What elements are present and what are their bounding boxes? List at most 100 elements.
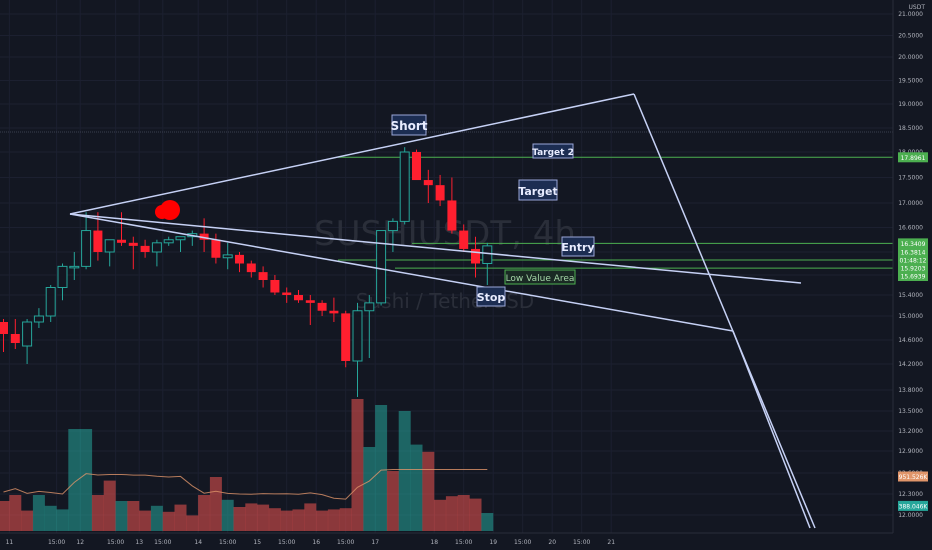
- candle-up: [22, 319, 33, 364]
- volume-bar: [56, 509, 69, 531]
- candle-layer: [0, 147, 493, 397]
- candle-down: [305, 295, 315, 325]
- volume-bar: [375, 405, 388, 531]
- candle-down: [211, 233, 221, 264]
- volume-bar: [481, 513, 494, 531]
- time-tick-label: 11: [6, 539, 14, 546]
- candle-down: [329, 297, 339, 322]
- volume-bar: [44, 505, 57, 531]
- candle-up: [45, 285, 56, 322]
- volume-ma-line: [3, 469, 488, 500]
- candle-body: [128, 242, 138, 246]
- candle-down: [447, 177, 457, 234]
- annotation-entry[interactable]: Entry: [561, 236, 595, 257]
- candle-body: [163, 239, 174, 244]
- volume-bar: [280, 510, 293, 531]
- candle-up: [69, 252, 80, 280]
- candle-body: [81, 230, 92, 267]
- price-axis[interactable]: USDT 21.0000 20.5000 20.0000 19.5000 19.0000…: [892, 0, 932, 533]
- time-tick-label: 21: [607, 539, 615, 546]
- volume-bar: [245, 503, 258, 531]
- upper-trendline[interactable]: [69, 93, 635, 215]
- candle-body: [412, 152, 421, 181]
- candle-body: [482, 245, 493, 264]
- candle-body: [211, 239, 221, 258]
- volume-bar: [162, 511, 175, 531]
- volume-bar: [186, 515, 199, 531]
- volume-bar: [398, 411, 411, 531]
- candle-body: [294, 295, 303, 301]
- candle-down: [199, 218, 209, 252]
- drawing-layer[interactable]: [69, 93, 816, 529]
- candle-up: [57, 263, 68, 301]
- volume-bar: [127, 501, 140, 531]
- time-tick-label: 19: [489, 539, 497, 546]
- time-tick-label: 15:00: [573, 539, 590, 546]
- lower-projection-line[interactable]: [732, 330, 811, 529]
- time-tick-label: 15:00: [278, 539, 295, 546]
- candle-body: [341, 313, 351, 361]
- annotation-target2[interactable]: Target 2: [532, 143, 574, 159]
- volume-bar: [209, 477, 222, 531]
- candle-body: [199, 233, 209, 240]
- time-tick-label: 18: [430, 539, 438, 546]
- volume-bar: [363, 447, 376, 531]
- price-badge-label: 17.8961: [901, 155, 926, 162]
- price-tick-label: 14.6000: [898, 337, 923, 344]
- candle-down: [412, 149, 421, 181]
- price-tick-label: 17.0000: [898, 200, 923, 207]
- volume-bar: [68, 429, 81, 531]
- price-tick-label: 15.4000: [898, 292, 923, 299]
- lower-trendline[interactable]: [69, 213, 734, 332]
- time-tick-label: 15:00: [219, 539, 236, 546]
- candle-body: [45, 287, 56, 317]
- annotation-low-value-area[interactable]: Low Value Area: [504, 269, 576, 285]
- candle-body: [376, 230, 387, 304]
- time-tick-label: 15:00: [455, 539, 472, 546]
- candle-body: [57, 265, 68, 288]
- price-tick-label: 14.2000: [898, 361, 923, 368]
- price-badge-label: 15.9203: [901, 266, 926, 273]
- candle-body: [305, 300, 315, 303]
- middle-trendline[interactable]: [69, 213, 802, 284]
- price-badge: 951.526K: [898, 471, 928, 482]
- candle-body: [435, 185, 445, 201]
- annotation-target[interactable]: Target: [518, 179, 558, 201]
- projection-line[interactable]: [633, 93, 816, 529]
- volume-bar: [257, 504, 270, 531]
- price-tick-label: 20.5000: [898, 33, 923, 40]
- candle-body: [0, 322, 8, 334]
- annotation-short[interactable]: Short: [390, 114, 428, 136]
- time-tick-label: 15:00: [107, 539, 124, 546]
- price-badge-bg: [898, 247, 928, 257]
- volume-bar: [316, 510, 329, 531]
- price-badge-bg: [898, 471, 928, 482]
- volume-bar: [32, 495, 45, 531]
- time-tick-label: 15:00: [337, 539, 354, 546]
- volume-bar: [268, 508, 281, 531]
- volume-bar: [21, 510, 34, 531]
- candle-down: [459, 224, 469, 252]
- price-badge-label: 16.3814: [901, 250, 926, 257]
- candle-body: [69, 265, 80, 269]
- candle-up: [81, 212, 92, 270]
- candle-body: [282, 292, 292, 295]
- time-tick-label: 15:00: [154, 539, 171, 546]
- candle-body: [10, 334, 20, 343]
- price-tick-label: 15.0000: [898, 313, 923, 320]
- candle-body: [317, 302, 327, 311]
- time-axis[interactable]: 11 15:00 12 15:00 13 15:00 14 15:00 15 15:00 16 15:…: [0, 532, 932, 550]
- annotation-stop[interactable]: Stop: [476, 286, 506, 307]
- candle-down: [435, 174, 445, 207]
- volume-bar: [457, 495, 470, 531]
- time-tick-labels: 11 15:00 12 15:00 13 15:00 14 15:00 15 15:00 16 15:…: [6, 539, 616, 546]
- candle-down: [246, 260, 256, 278]
- candle-body: [364, 302, 375, 312]
- candle-up: [364, 295, 375, 358]
- candle-up: [175, 236, 186, 252]
- annotation-short-text: Short: [390, 119, 427, 133]
- annotation-target-text: Target: [518, 185, 558, 198]
- price-tick-label: 12.3000: [898, 491, 923, 498]
- price-tick-label: 18.5000: [898, 125, 923, 132]
